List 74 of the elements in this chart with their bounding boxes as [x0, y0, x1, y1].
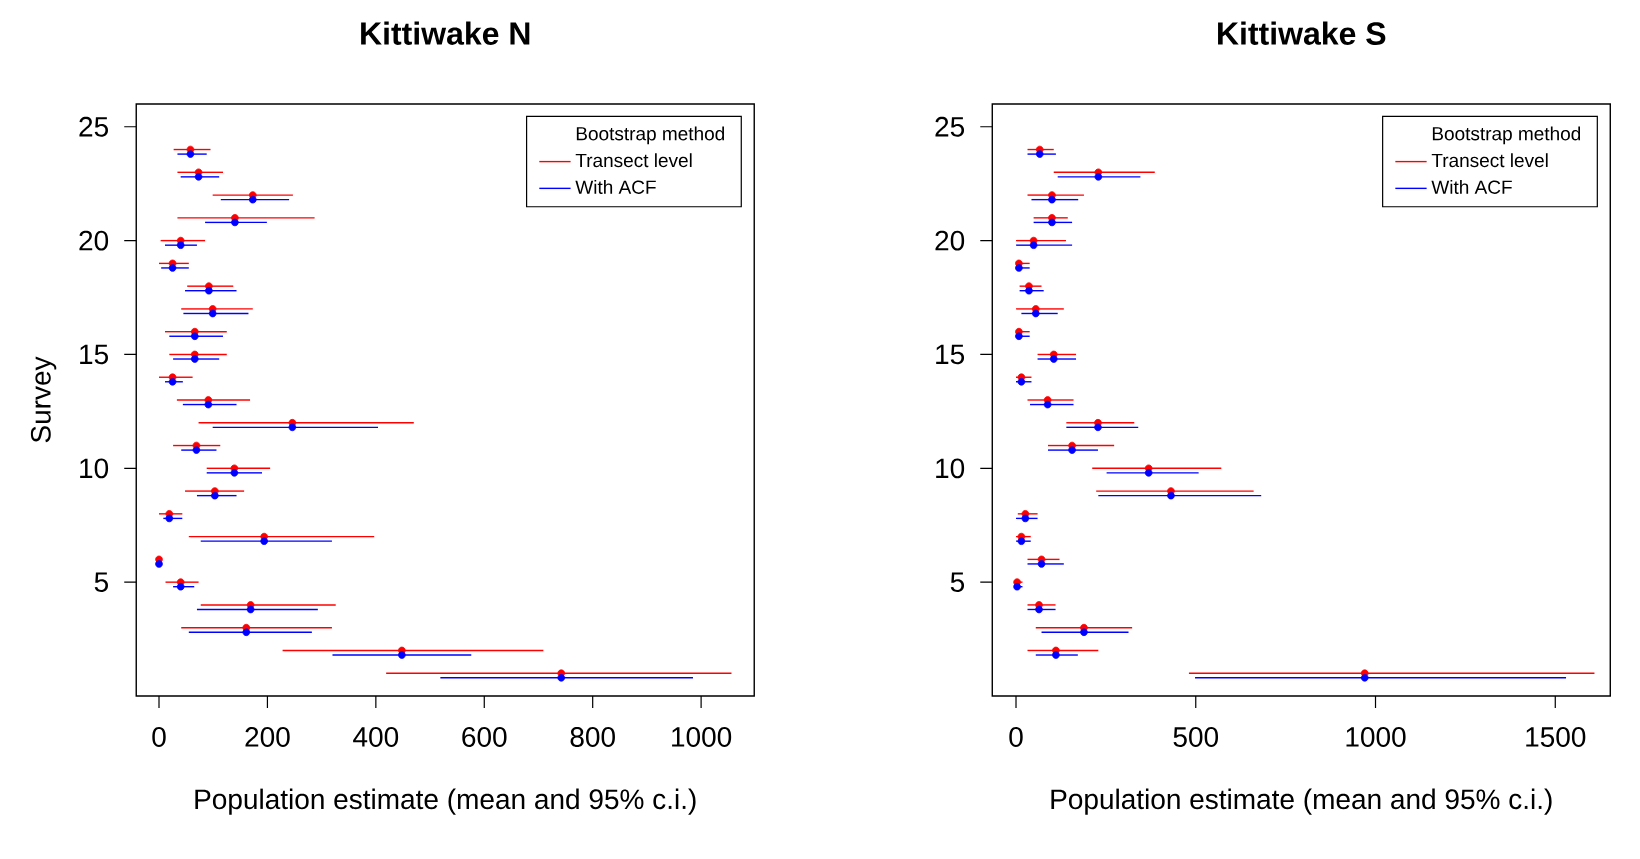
y-tick-label: 25	[935, 116, 965, 137]
point	[1094, 423, 1102, 432]
point	[242, 628, 251, 637]
x-tick-label: 400	[353, 727, 399, 747]
x-tick-label: 200	[245, 727, 290, 747]
point	[1035, 605, 1043, 614]
point	[192, 446, 201, 454]
x-tick-label: 0	[152, 727, 166, 747]
point	[557, 673, 566, 682]
point	[1048, 195, 1056, 204]
x-tick-label: 1000	[1346, 727, 1406, 747]
y-tick-label: 25	[79, 116, 108, 137]
point	[208, 309, 217, 318]
y-tick-label: 10	[936, 458, 965, 479]
point	[1021, 514, 1030, 523]
point	[1025, 286, 1033, 295]
x-tick-label: 600	[462, 727, 507, 747]
x-tick-label: 800	[570, 727, 615, 747]
x-tick-label: 1500	[1526, 727, 1586, 747]
y-tick-label: 15	[936, 344, 965, 365]
point	[1037, 560, 1046, 568]
legend-title: Bootstrap method	[1432, 126, 1581, 145]
point	[176, 241, 185, 249]
point	[204, 400, 213, 409]
point	[260, 537, 268, 545]
chart-title: Kittiwake S	[1218, 21, 1386, 45]
point	[1048, 218, 1056, 227]
x-tick-label: 500	[1173, 727, 1219, 747]
y-tick-label: 10	[80, 458, 109, 479]
y-tick-label: 20	[935, 230, 965, 251]
point	[176, 582, 185, 591]
point	[1167, 491, 1175, 500]
x-axis-title: Population estimate (mean and 95% c.i.)	[195, 788, 696, 815]
point	[231, 218, 239, 227]
chart-title: Kittiwake N	[361, 21, 530, 45]
point	[1080, 628, 1088, 637]
point	[1035, 150, 1044, 158]
x-axis-title: Population estimate (mean and 95% c.i.)	[1051, 788, 1552, 815]
point	[1043, 400, 1052, 409]
point	[168, 377, 177, 386]
point	[1094, 173, 1103, 181]
y-axis-title: Survey	[30, 356, 57, 443]
point	[190, 332, 199, 341]
point	[1049, 355, 1058, 363]
point	[1052, 651, 1060, 659]
point	[186, 150, 195, 158]
y-tick-label: 5	[94, 572, 108, 592]
y-tick-label: 15	[80, 344, 108, 365]
point	[230, 469, 239, 477]
point	[1013, 582, 1021, 591]
point	[1015, 332, 1023, 341]
legend-label: With ACF	[1431, 179, 1512, 194]
point	[168, 264, 177, 272]
point	[248, 195, 257, 204]
legend-label: With ACF	[575, 179, 656, 194]
point	[205, 286, 213, 295]
point	[190, 355, 199, 363]
legend-label: Transect level	[575, 153, 692, 168]
point	[1029, 241, 1038, 249]
point	[1144, 469, 1153, 477]
point	[246, 605, 255, 614]
point	[1068, 446, 1076, 454]
y-tick-label: 20	[79, 230, 109, 251]
x-tick-label: 1000	[672, 727, 732, 747]
point	[194, 173, 203, 181]
point	[398, 651, 406, 659]
point	[1031, 309, 1040, 318]
x-tick-label: 0	[1009, 727, 1023, 747]
y-tick-label: 5	[950, 572, 965, 592]
point	[288, 423, 297, 432]
legend-title: Bootstrap method	[576, 126, 725, 145]
point	[1360, 673, 1369, 682]
point	[211, 491, 219, 500]
legend-label: Transect level	[1431, 153, 1548, 168]
